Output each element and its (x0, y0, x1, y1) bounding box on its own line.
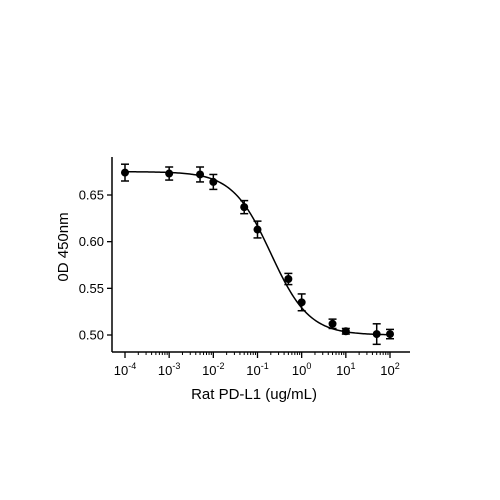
x-tick-label: 10-3 (158, 361, 180, 378)
x-tick-label: 102 (380, 361, 399, 378)
data-point-group (386, 328, 394, 340)
x-axis-label: Rat PD-L1 (ug/mL) (191, 386, 317, 403)
data-point (341, 327, 350, 336)
y-tick-label: 0.65 (79, 188, 104, 203)
data-point (297, 298, 306, 307)
data-point (386, 330, 394, 339)
data-point-group (240, 199, 249, 215)
y-tick-label: 0.50 (79, 328, 104, 343)
data-point-group (341, 327, 350, 336)
data-point-group (196, 166, 205, 183)
data-point-group (253, 220, 262, 239)
x-tick-label: 10-1 (246, 361, 268, 378)
x-tick-label: 100 (292, 361, 311, 378)
data-point (240, 203, 249, 212)
data-point-group (297, 293, 306, 312)
data-point-group (284, 272, 293, 286)
data-point (209, 177, 218, 186)
x-tick-label: 10-4 (114, 361, 136, 378)
data-point (284, 275, 293, 283)
data-point (165, 169, 174, 178)
data-point (121, 168, 129, 177)
data-point-group (121, 163, 129, 182)
data-point-group (372, 323, 381, 346)
data-point-group (209, 173, 218, 191)
data-point (196, 170, 205, 179)
data-point (372, 330, 381, 339)
data-point-group (328, 318, 337, 330)
data-point (253, 225, 262, 234)
data-point-group (165, 166, 174, 181)
data-point (328, 319, 337, 328)
y-tick-label: 0.60 (79, 234, 104, 249)
y-axis-label: 0D 450nm (55, 212, 72, 281)
fit-curve (125, 171, 391, 336)
x-tick-label: 101 (336, 361, 355, 378)
axes: 0.50 0.55 0.60 0.65 10-4 10-3 10-2 10-1 100 101 10… (79, 157, 410, 378)
fit-curve-layer (125, 171, 391, 336)
y-tick-label: 0.55 (79, 281, 104, 296)
x-tick-label: 10-2 (202, 361, 224, 378)
data-points-layer (121, 163, 394, 346)
